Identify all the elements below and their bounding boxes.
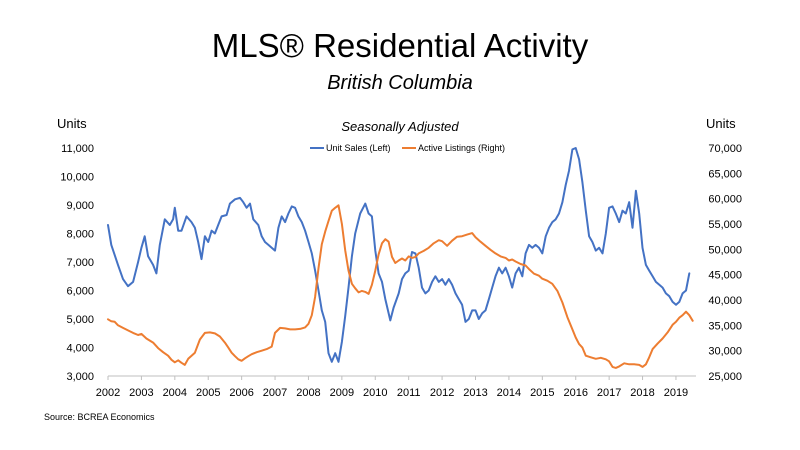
right-tick-label: 40,000: [708, 295, 742, 307]
right-tick-label: 50,000: [708, 244, 742, 256]
x-tick-label: 2006: [229, 387, 253, 399]
left-tick-label: 10,000: [60, 172, 94, 184]
left-tick-label: 8,000: [66, 229, 94, 241]
x-tick-label: 2005: [196, 387, 220, 399]
x-tick-label: 2015: [530, 387, 554, 399]
x-tick-label: 2010: [363, 387, 387, 399]
series-lines: [107, 147, 694, 369]
left-axis-ticks: 3,000 4,000 5,000 6,000 7,000 8,000 9,000 10,00…: [60, 143, 94, 383]
unit-sales-line: [107, 147, 691, 363]
left-axis-label: Units: [57, 116, 87, 131]
source-note: Source: BCREA Economics: [44, 412, 155, 422]
x-tick-label: 2009: [330, 387, 354, 399]
right-axis-label: Units: [706, 116, 736, 131]
right-tick-label: 55,000: [708, 219, 742, 231]
x-tick-label: 2017: [597, 387, 621, 399]
x-tick-label: 2013: [463, 387, 487, 399]
left-tick-label: 3,000: [66, 371, 94, 383]
right-tick-label: 30,000: [708, 346, 742, 358]
x-tick-label: 2011: [397, 387, 421, 399]
legend: Unit Sales (Left) Active Listings (Right): [310, 143, 505, 153]
x-tick-label: 2003: [129, 387, 153, 399]
x-tick-label: 2012: [430, 387, 454, 399]
right-tick-label: 60,000: [708, 194, 742, 206]
x-tick-label: 2008: [296, 387, 320, 399]
left-tick-label: 4,000: [66, 343, 94, 355]
active-listings-line: [107, 204, 694, 369]
right-tick-label: 25,000: [708, 371, 742, 383]
x-tick-label: 2014: [497, 387, 521, 399]
x-tick-label: 2007: [263, 387, 287, 399]
left-tick-label: 6,000: [66, 286, 94, 298]
right-tick-label: 45,000: [708, 270, 742, 282]
x-axis-ticks: 2002 2003 2004 2005 2006 2007 2008 2009 2010 2011…: [96, 376, 688, 399]
left-tick-label: 11,000: [61, 143, 94, 155]
x-tick-label: 2002: [96, 387, 120, 399]
right-tick-label: 65,000: [708, 168, 742, 180]
x-tick-label: 2004: [163, 387, 187, 399]
chart-note: Seasonally Adjusted: [341, 119, 459, 134]
left-tick-label: 7,000: [66, 257, 94, 269]
x-tick-label: 2019: [664, 387, 688, 399]
left-tick-label: 5,000: [66, 314, 94, 326]
legend-label: Active Listings (Right): [418, 143, 505, 153]
right-tick-label: 70,000: [708, 143, 742, 155]
chart-subtitle: British Columbia: [327, 72, 473, 94]
right-tick-label: 35,000: [708, 320, 742, 332]
x-tick-label: 2018: [630, 387, 654, 399]
legend-label: Unit Sales (Left): [326, 143, 391, 153]
chart-title: MLS® Residential Activity: [211, 27, 589, 64]
left-tick-label: 9,000: [66, 200, 94, 212]
right-axis-ticks: 25,000 30,000 35,000 40,000 45,000 50,000 55,0…: [708, 143, 742, 383]
x-tick-label: 2016: [563, 387, 587, 399]
